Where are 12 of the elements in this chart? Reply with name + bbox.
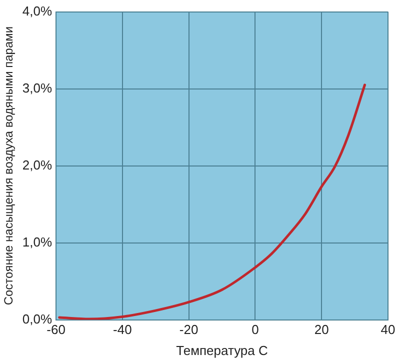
- y-tick-label: 4,0%: [22, 3, 52, 18]
- x-axis-title: Температура C: [176, 342, 268, 358]
- x-tick-label: 20: [314, 322, 329, 338]
- y-tick-label: 1,0%: [22, 234, 52, 250]
- x-tick-label: -40: [113, 322, 132, 338]
- y-tick-label: 2,0%: [22, 157, 52, 172]
- y-tick-label: 3,0%: [22, 80, 52, 96]
- x-tick-label: -20: [179, 322, 198, 338]
- y-axis-title: Состояние насыщения воздуха водяными парами: [2, 26, 16, 306]
- x-tick-label: 40: [380, 322, 396, 338]
- x-tick-label: 0: [252, 322, 259, 338]
- line-series: [58, 84, 366, 320]
